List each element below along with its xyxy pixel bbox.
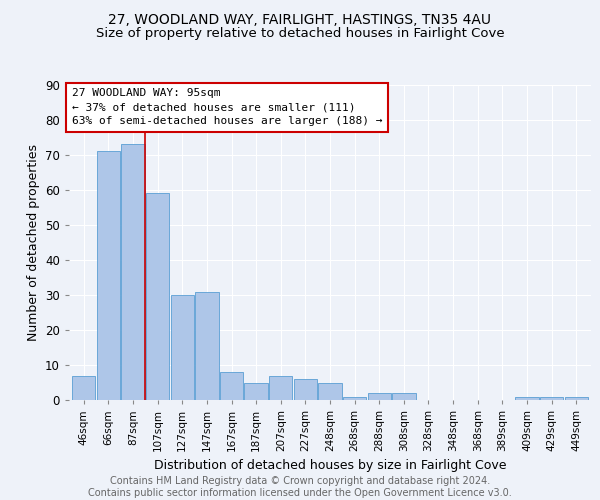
Bar	[343, 396, 367, 400]
Bar	[195, 292, 218, 400]
Text: Contains HM Land Registry data © Crown copyright and database right 2024.
Contai: Contains HM Land Registry data © Crown c…	[88, 476, 512, 498]
Bar	[121, 144, 145, 400]
Bar	[293, 379, 317, 400]
Text: 27 WOODLAND WAY: 95sqm
← 37% of detached houses are smaller (111)
63% of semi-de: 27 WOODLAND WAY: 95sqm ← 37% of detached…	[71, 88, 382, 126]
Bar	[368, 393, 391, 400]
X-axis label: Distribution of detached houses by size in Fairlight Cove: Distribution of detached houses by size …	[154, 460, 506, 472]
Bar	[565, 396, 588, 400]
Bar	[220, 372, 243, 400]
Bar	[392, 393, 416, 400]
Bar	[72, 376, 95, 400]
Bar	[269, 376, 292, 400]
Bar	[97, 152, 120, 400]
Bar	[540, 396, 563, 400]
Bar	[170, 295, 194, 400]
Bar	[244, 382, 268, 400]
Bar	[515, 396, 539, 400]
Bar	[146, 194, 169, 400]
Text: 27, WOODLAND WAY, FAIRLIGHT, HASTINGS, TN35 4AU: 27, WOODLAND WAY, FAIRLIGHT, HASTINGS, T…	[109, 12, 491, 26]
Text: Size of property relative to detached houses in Fairlight Cove: Size of property relative to detached ho…	[95, 28, 505, 40]
Y-axis label: Number of detached properties: Number of detached properties	[26, 144, 40, 341]
Bar	[319, 382, 341, 400]
